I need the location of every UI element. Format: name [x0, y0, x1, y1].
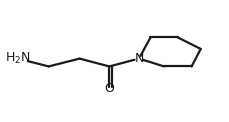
Text: N: N — [134, 52, 143, 65]
Text: H$_2$N: H$_2$N — [5, 51, 30, 66]
Text: O: O — [104, 82, 114, 95]
